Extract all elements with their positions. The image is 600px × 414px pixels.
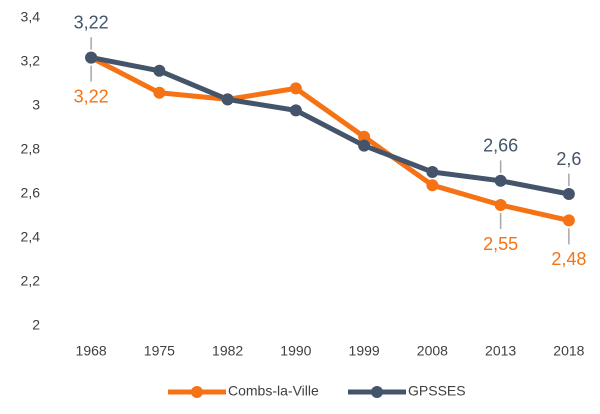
legend-label: GPSSES [408,383,466,399]
point [289,82,302,95]
y-tick-label: 2,6 [21,185,41,201]
legend-label: Combs-la-Ville [228,383,319,399]
point [153,86,166,99]
point [494,199,507,211]
y-tick-label: 2 [32,317,40,333]
point [358,130,371,143]
y-tick-label: 3,2 [21,53,41,69]
x-tick-label: 2018 [553,343,584,359]
point [289,104,302,117]
data-label: 3,22 [74,86,109,106]
x-tick-label: 1975 [144,343,175,359]
x-tick-label: 1990 [280,343,311,359]
x-tick-label: 2008 [417,343,448,359]
point [562,214,575,227]
y-tick-label: 3,4 [21,9,41,25]
point [221,93,234,106]
point [153,64,166,77]
x-tick-label: 2013 [485,343,516,359]
point [85,51,98,64]
legend-marker [191,386,203,398]
data-label: 2,55 [483,234,518,254]
data-label: 2,66 [483,136,518,156]
point [426,179,439,192]
x-tick-label: 1982 [212,343,243,359]
point [426,166,439,178]
data-label: 2,6 [556,149,581,169]
series-line [90,55,570,197]
y-tick-label: 2,8 [21,141,41,157]
point [562,188,575,200]
y-tick-label: 3 [32,97,40,113]
data-label: 3,22 [74,12,109,32]
x-tick-label: 1968 [76,343,107,359]
x-tick-label: 1999 [349,343,380,359]
y-tick-label: 2,2 [21,273,41,289]
y-tick-label: 2,4 [21,229,41,245]
data-label: 2,48 [551,249,586,269]
series-line [89,55,570,223]
legend-marker [371,386,383,398]
point [358,139,371,152]
point [494,174,507,187]
